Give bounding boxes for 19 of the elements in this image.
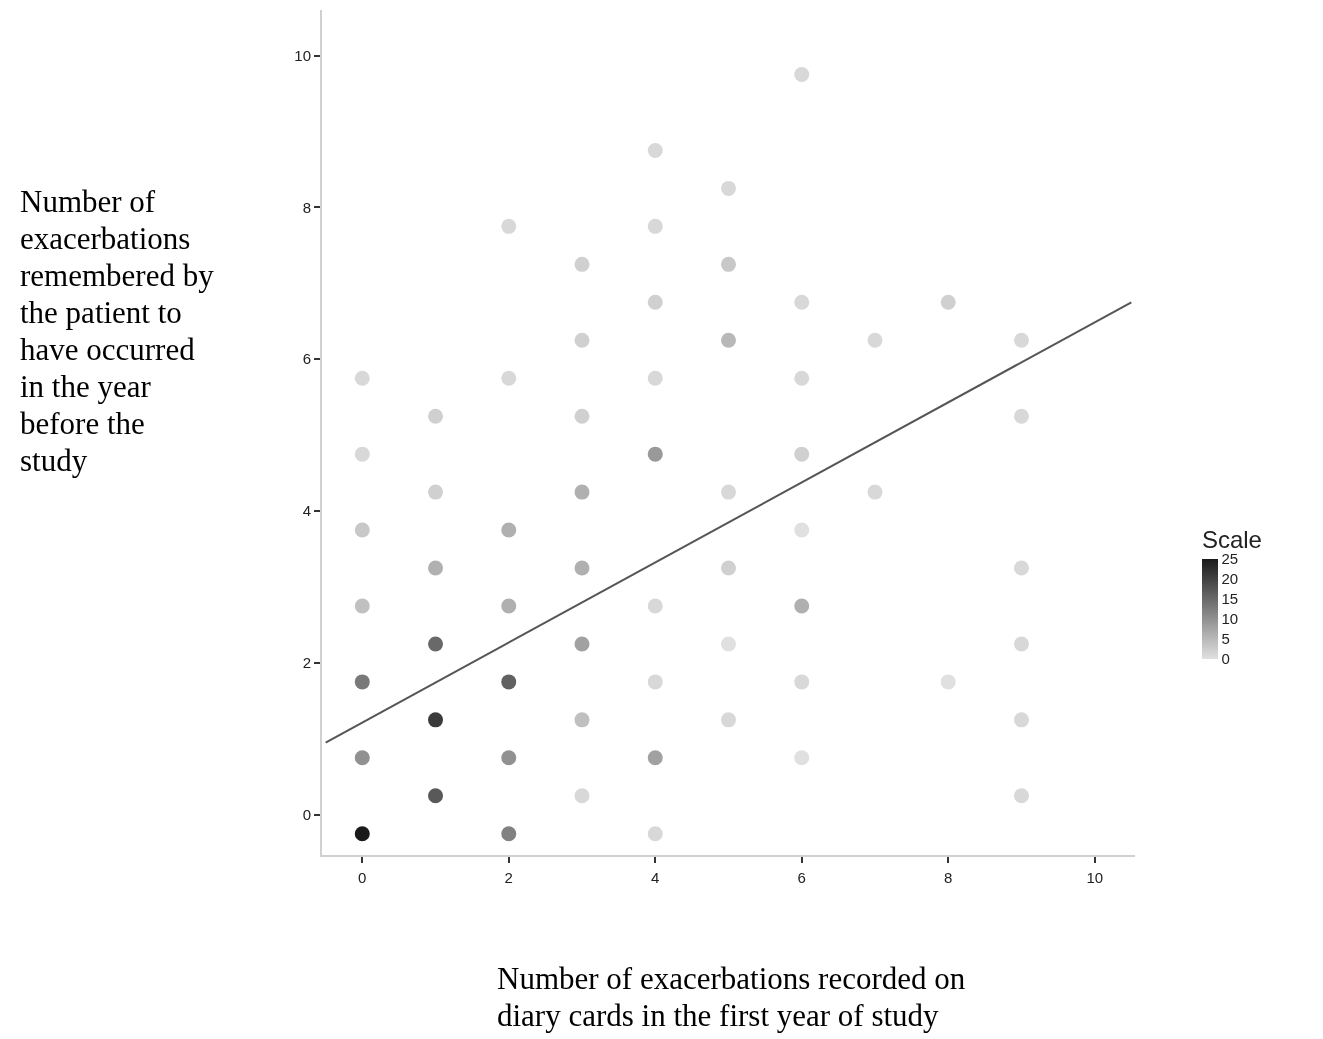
y-tick-label: 0 xyxy=(302,806,311,824)
y-tick-label: 4 xyxy=(302,502,311,520)
x-tick-label: 8 xyxy=(944,869,953,886)
y-tick-label: 6 xyxy=(302,350,311,368)
color-bar-label: 15 xyxy=(1221,590,1239,608)
y-tick-label: 2 xyxy=(302,654,311,672)
x-axis-title: Number of exacerbations recorded on diary cards in the first year of study xyxy=(497,960,967,1034)
y-tick-label: 8 xyxy=(302,198,311,216)
x-tick-label: 0 xyxy=(358,869,367,886)
y-tick-label: 10 xyxy=(294,46,311,64)
x-tick-label: 2 xyxy=(504,869,513,886)
x-tick-label: 6 xyxy=(797,869,806,886)
y-axis-title: Number of exacerbations remembered by the patient to have occurred in the year before the study xyxy=(20,183,215,479)
color-bar-label: 5 xyxy=(1221,630,1230,648)
color-bar-label: 20 xyxy=(1221,570,1239,588)
color-bar-label: 10 xyxy=(1221,610,1239,628)
x-tick-label: 10 xyxy=(1086,869,1104,886)
color-bar-label: 0 xyxy=(1221,650,1230,668)
x-tick-label: 4 xyxy=(651,869,660,886)
